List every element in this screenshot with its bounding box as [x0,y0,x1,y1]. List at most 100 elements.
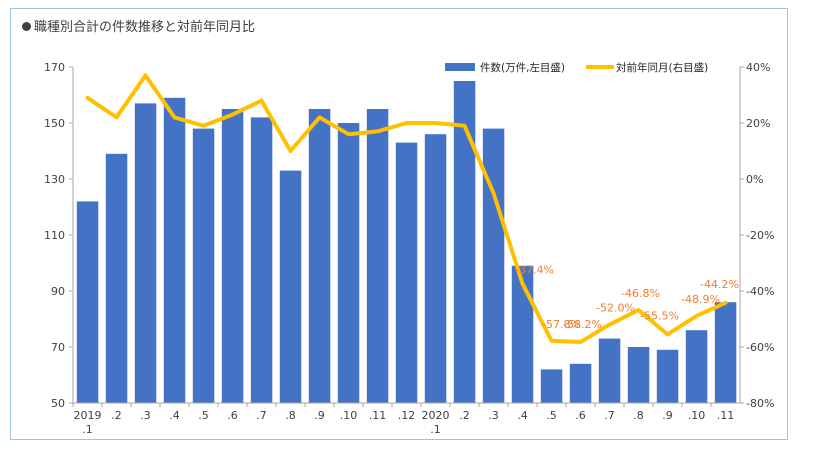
left-tick-label: 90 [51,285,65,298]
x-tick-label: .7 [256,409,267,422]
x-tick-label-sub: .1 [430,423,441,436]
bar [279,170,302,403]
data-label: -48.9% [681,293,720,306]
line-point [521,282,524,286]
line-point [724,301,727,305]
line-point [318,115,321,119]
bullet-icon [22,22,31,31]
x-tick-label: .6 [227,409,238,422]
line-point [434,121,437,125]
data-label: -44.2% [700,278,739,291]
bar [105,153,128,403]
line-point [289,149,292,153]
left-tick-label: 50 [51,397,65,410]
bar [685,330,708,403]
data-label: -46.8% [621,287,660,300]
bar-series [76,81,737,404]
x-tick-label: .10 [688,409,706,422]
x-tick-label: .5 [198,409,209,422]
data-label: -57.8% [542,318,581,331]
x-tick-label: .11 [369,409,387,422]
axes: 50 70 90 110 130 150 170 -80% -60% -40% -20% 0% 20% 4… [44,61,774,436]
line-point [231,113,234,117]
legend-label-bar: 件数(万件,左目盛) [480,61,565,74]
right-tick-label: -20% [746,229,774,242]
bar [221,109,244,403]
line-point [405,121,408,125]
legend-swatch-bar [445,63,475,71]
line-point [608,323,611,327]
left-tick-label: 70 [51,341,65,354]
line-point [144,73,147,77]
line-point [695,314,698,318]
line-series [85,73,728,344]
right-tick-label: 40% [746,61,770,74]
left-tick-label: 170 [44,61,65,74]
bar [714,302,737,403]
x-tick-label: .10 [340,409,358,422]
right-tick-label: -60% [746,341,774,354]
bar [163,97,186,404]
chart-title: 職種別合計の件数推移と対前年同月比 [34,20,256,35]
bar [453,81,476,403]
left-tick-label: 110 [44,229,65,242]
bar [192,128,215,403]
line-point [463,124,466,128]
line-point [86,96,89,100]
x-tick-label: 2020 [422,409,450,422]
bar [134,103,157,404]
data-label: -52.0% [596,302,635,315]
x-tick-label: .5 [546,409,557,422]
bar [656,349,679,403]
right-tick-label: 0% [746,173,763,186]
right-tick-label: -40% [746,285,774,298]
line-point [492,191,495,195]
legend-label-line: 対前年同月(右目盛) [616,61,708,74]
x-tick-label: .9 [662,409,673,422]
bar [511,265,534,403]
line-point [637,308,640,312]
right-tick-label: -80% [746,397,774,410]
bar [366,109,389,403]
left-tick-label: 130 [44,173,65,186]
line-point [579,340,582,344]
x-tick-label: .6 [575,409,586,422]
x-tick-label: .3 [488,409,499,422]
x-tick-label: .3 [140,409,151,422]
x-tick-label: .11 [717,409,735,422]
bar [250,117,273,404]
bar [598,338,621,403]
line-point [347,132,350,136]
line-point [173,115,176,119]
bar [337,123,360,403]
x-tick-label: .9 [314,409,325,422]
bar [424,134,447,403]
line-point [260,99,263,103]
x-tick-label: .4 [169,409,180,422]
chart-title-wrap: 職種別合計の件数推移と対前年同月比 [22,16,255,35]
x-tick-label: .2 [111,409,122,422]
x-tick-label: 2019 [74,409,102,422]
x-tick-label-sub: .1 [82,423,93,436]
legend: 件数(万件,左目盛) 対前年同月(右目盛) [445,61,708,74]
line-point [550,339,553,343]
data-labels: -37.4% -57.8%-58.2% -52.0% -46.8% -55.5%-48.… [515,264,739,331]
bar [627,347,650,403]
x-tick-label: .8 [285,409,296,422]
bar [395,142,418,403]
bar [569,363,592,403]
x-tick-label: .7 [604,409,615,422]
bar [308,109,331,403]
data-label: -58.2% [563,318,602,331]
x-tick-label: .2 [459,409,470,422]
line-point [115,115,118,119]
line-point [376,129,379,133]
left-tick-label: 150 [44,117,65,130]
x-tick-label: .12 [398,409,416,422]
right-tick-label: 20% [746,117,770,130]
bar [76,201,99,403]
data-label: -55.5% [640,309,679,322]
x-tick-label: .8 [633,409,644,422]
line-point [202,124,205,128]
